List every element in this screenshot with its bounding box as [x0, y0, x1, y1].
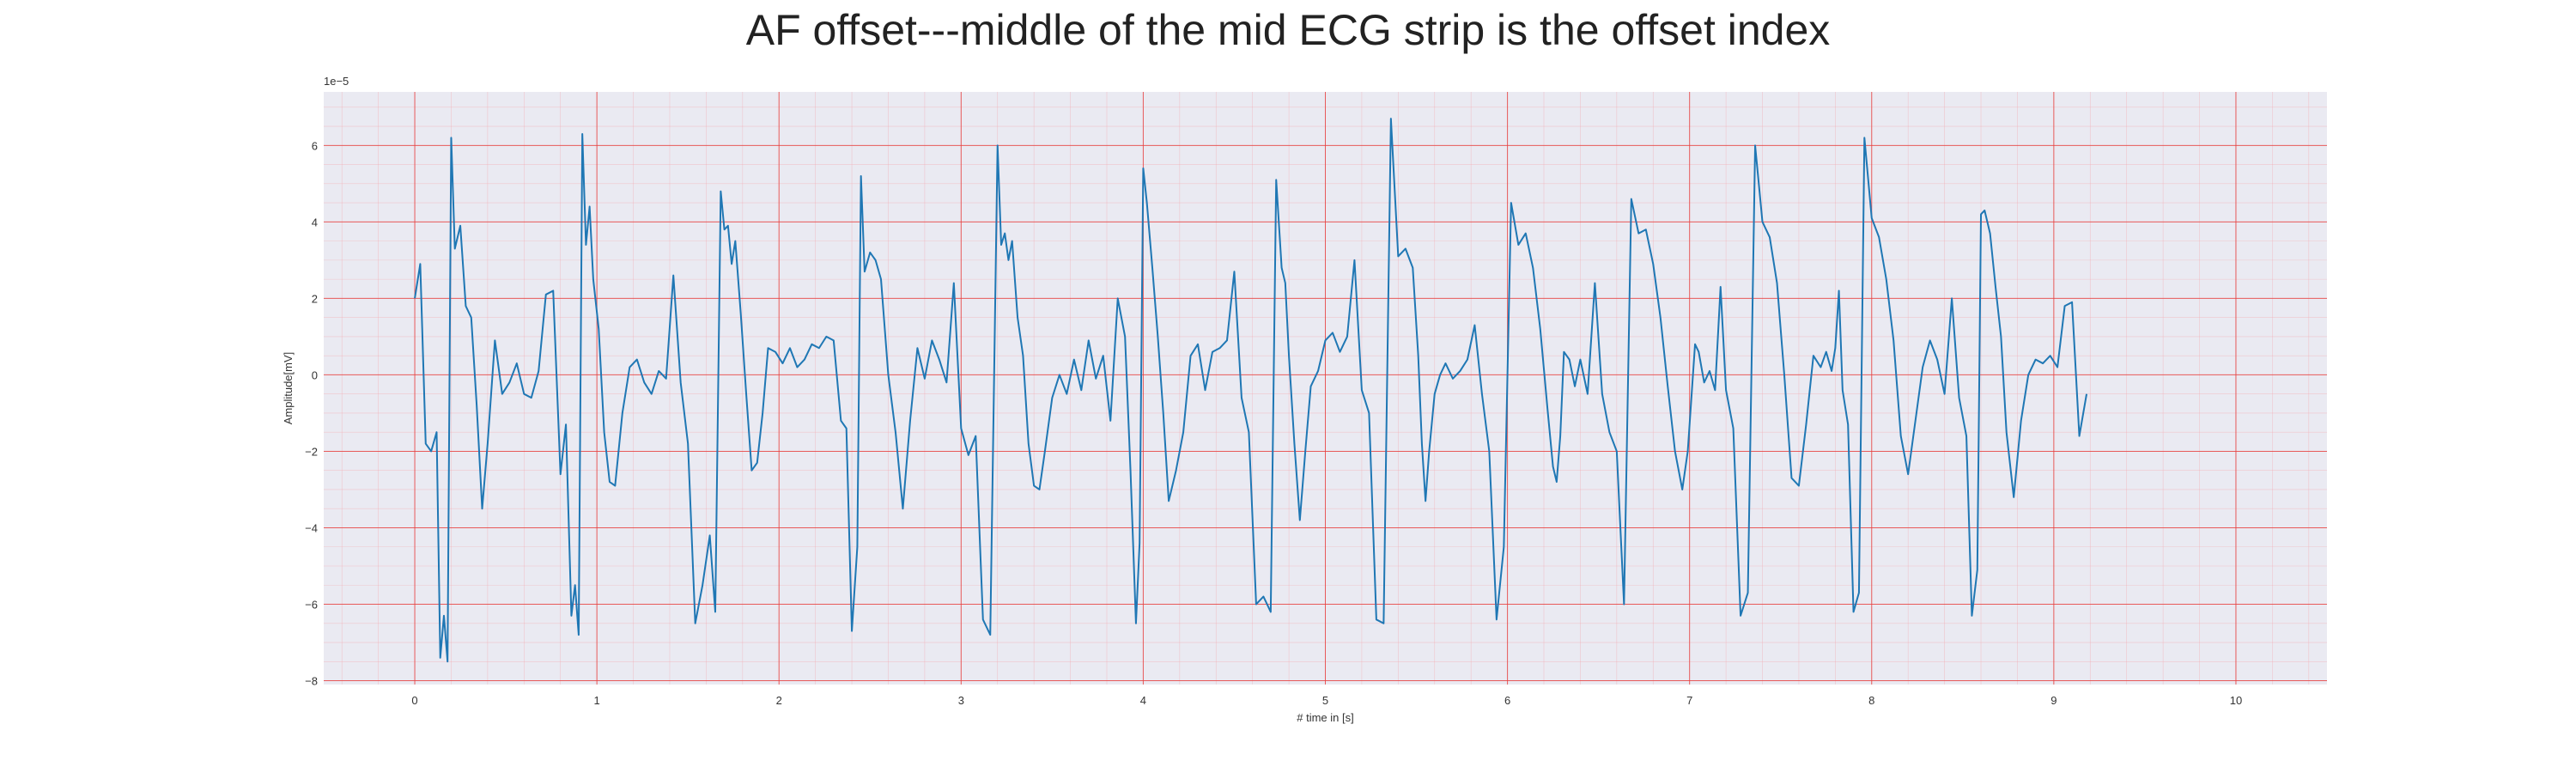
y-tick-label: 2: [312, 292, 318, 305]
y-tick-label: −2: [305, 445, 318, 458]
y-tick-label: −8: [305, 675, 318, 688]
y-tick-label: 0: [312, 368, 318, 381]
x-axis-ticks: 0 1 2 3 4 5 6 7 8 9 10: [411, 694, 2242, 707]
x-tick-label: 2: [776, 694, 782, 707]
ecg-series-line: [414, 118, 2088, 663]
x-tick-label: 0: [411, 694, 417, 707]
y-tick-label: −4: [305, 521, 318, 534]
x-tick-label: 4: [1140, 694, 1146, 707]
x-tick-label: 5: [1322, 694, 1328, 707]
y-tick-label: −6: [305, 599, 318, 612]
x-tick-label: 6: [1504, 694, 1510, 707]
series-layer: [414, 118, 2088, 663]
chart-title: AF offset---middle of the mid ECG strip …: [745, 6, 1831, 54]
x-tick-label: 1: [594, 694, 600, 707]
x-tick-label: 8: [1868, 694, 1874, 707]
y-tick-label: 4: [312, 216, 318, 228]
y-tick-label: 6: [312, 139, 318, 152]
y-axis-ticks: −8 −6 −4 −2 0 2 4 6: [305, 139, 318, 687]
x-axis-label: # time in [s]: [1297, 711, 1353, 724]
x-tick-label: 9: [2050, 694, 2057, 707]
x-tick-label: 10: [2230, 694, 2242, 707]
y-axis-label: Amplitude[mV]: [282, 352, 295, 425]
y-scale-exponent: 1e−5: [324, 75, 349, 88]
x-tick-label: 3: [958, 694, 964, 707]
x-tick-label: 7: [1686, 694, 1692, 707]
